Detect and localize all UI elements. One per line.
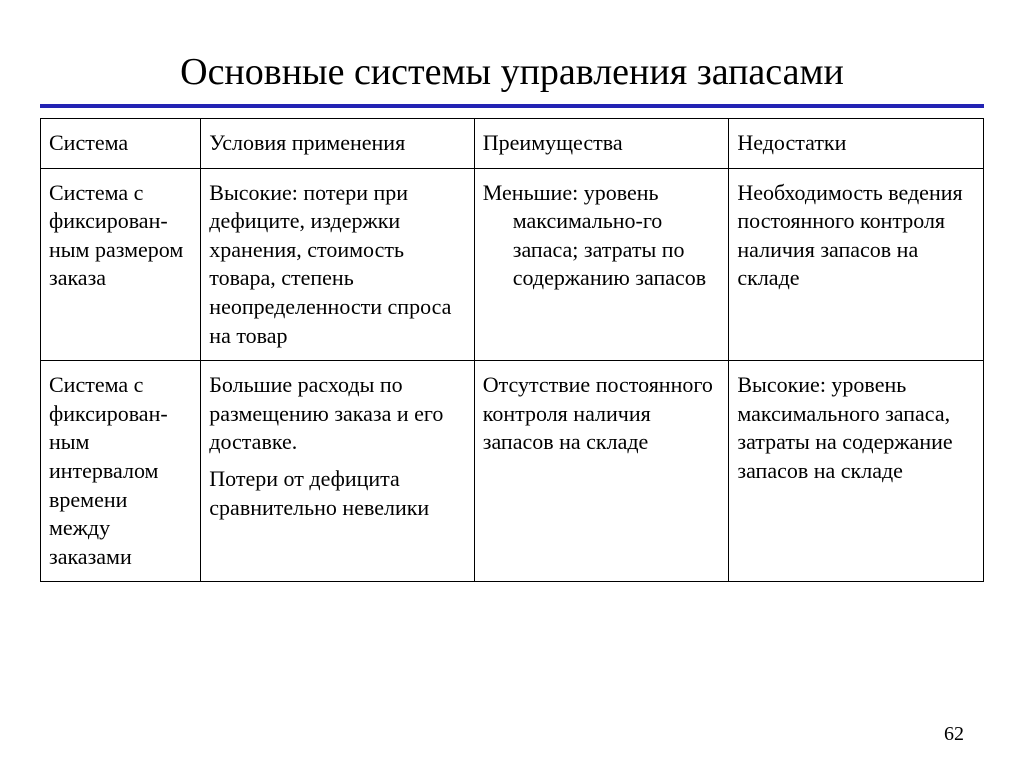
cell-conditions: Большие расходы по размещению заказа и е… bbox=[201, 361, 474, 582]
cell-disadvantages: Необходимость ведения постоянного контро… bbox=[729, 168, 984, 361]
header-system: Система bbox=[41, 119, 201, 169]
cell-advantages: Отсутствие постоянного контроля наличия … bbox=[474, 361, 729, 582]
table-header-row: Система Условия применения Преимущества … bbox=[41, 119, 984, 169]
header-conditions: Условия применения bbox=[201, 119, 474, 169]
cell-conditions-p1: Большие расходы по размещению заказа и е… bbox=[209, 371, 465, 457]
table-row: Система с фиксирован-ным размером заказа… bbox=[41, 168, 984, 361]
page-number: 62 bbox=[944, 723, 964, 746]
comparison-table: Система Условия применения Преимущества … bbox=[40, 118, 984, 582]
header-disadvantages: Недостатки bbox=[729, 119, 984, 169]
cell-conditions: Высокие: потери при дефиците, издержки х… bbox=[201, 168, 474, 361]
cell-disadvantages: Высокие: уровень максимального запаса, з… bbox=[729, 361, 984, 582]
title-underline bbox=[40, 104, 984, 108]
header-advantages: Преимущества bbox=[474, 119, 729, 169]
table-row: Система с фиксирован-ным интервалом врем… bbox=[41, 361, 984, 582]
cell-advantages: Меньшие: уровень максимально-го запаса; … bbox=[474, 168, 729, 361]
slide-title: Основные системы управления запасами bbox=[40, 50, 984, 104]
cell-system: Система с фиксирован-ным размером заказа bbox=[41, 168, 201, 361]
cell-conditions-p2: Потери от дефицита сравнительно невелики bbox=[209, 465, 465, 522]
cell-system: Система с фиксирован-ным интервалом врем… bbox=[41, 361, 201, 582]
slide: Основные системы управления запасами Сис… bbox=[0, 0, 1024, 768]
cell-advantages-text: Меньшие: уровень максимально-го запаса; … bbox=[483, 179, 721, 293]
